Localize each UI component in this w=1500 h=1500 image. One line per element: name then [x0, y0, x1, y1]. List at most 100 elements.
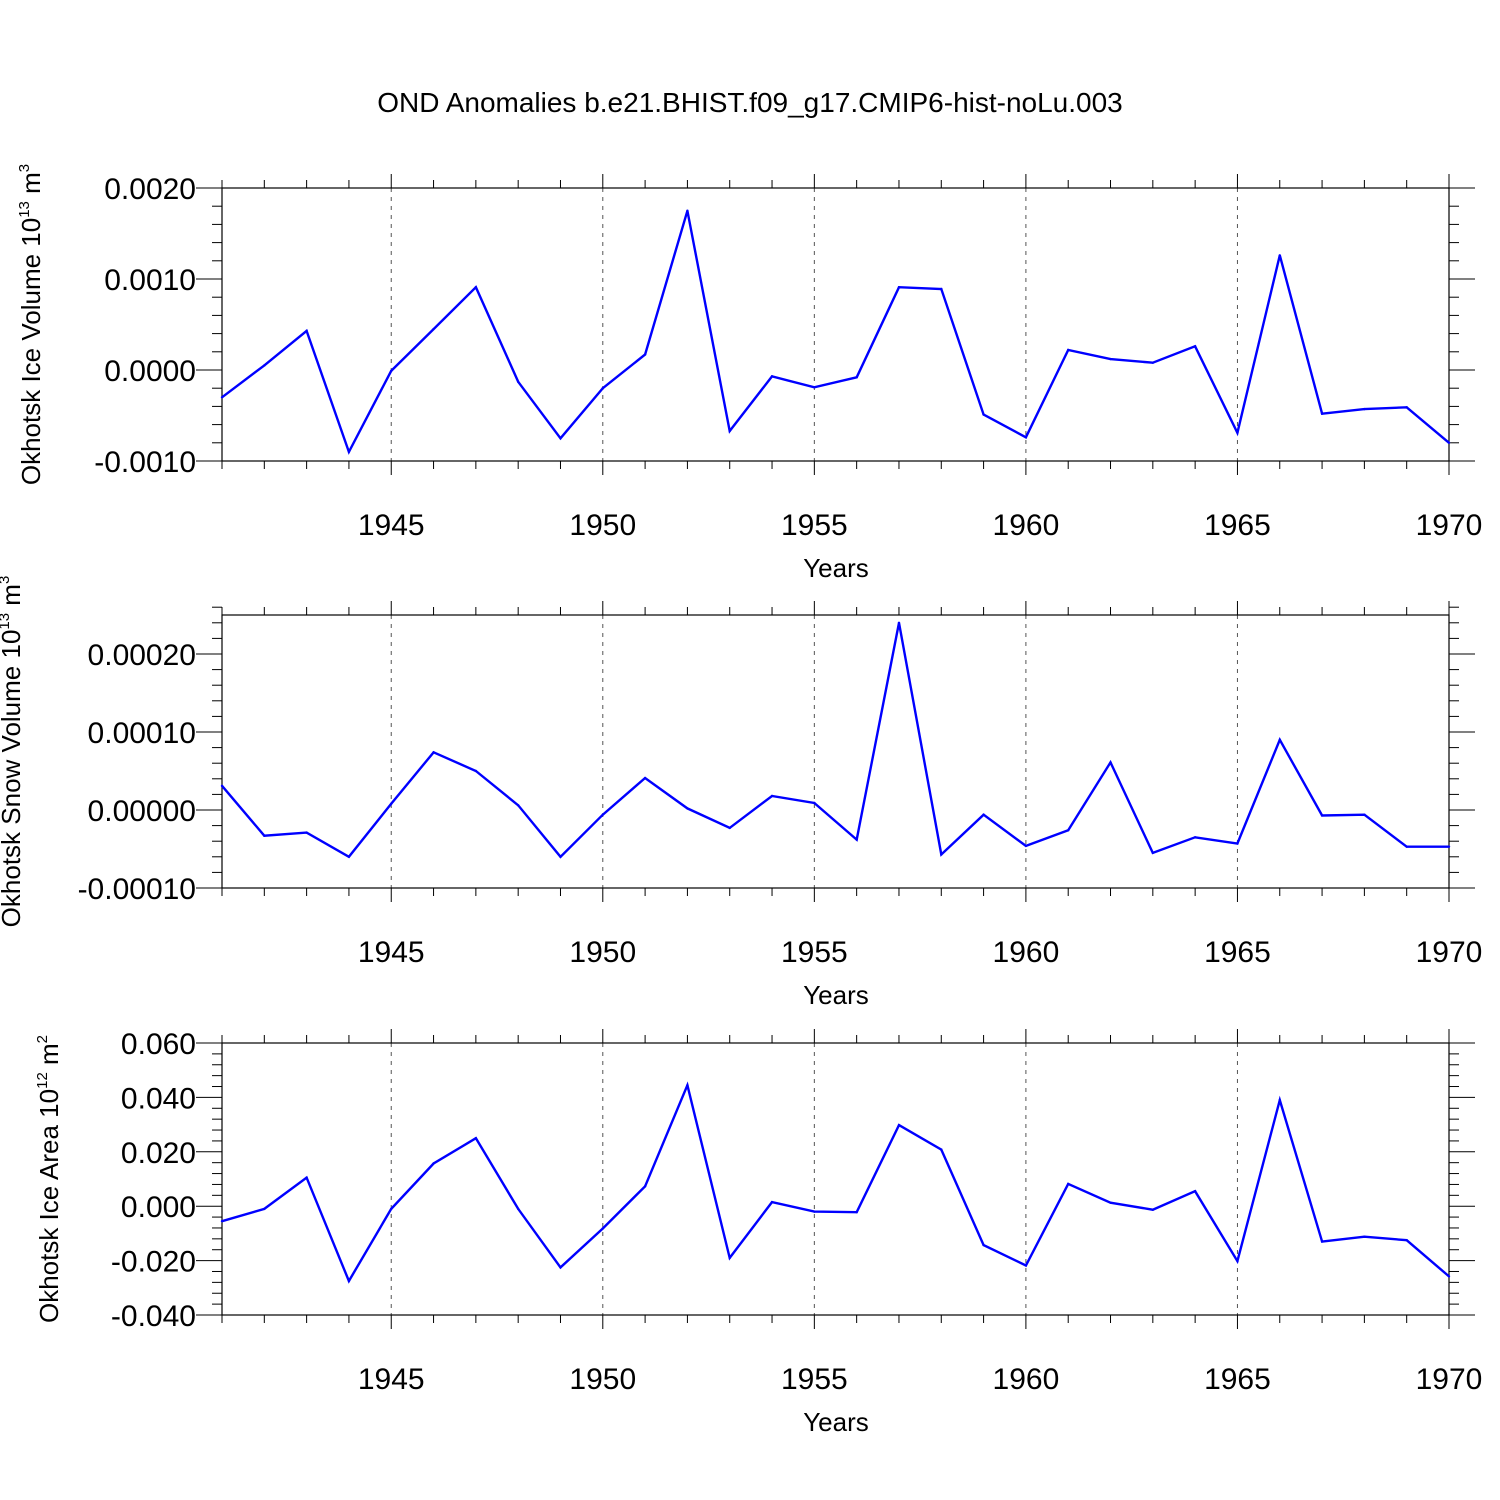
x-tick-label: 1960 [993, 936, 1060, 969]
data-point [1363, 407, 1366, 411]
y-tick-label: 0.000 [121, 1191, 196, 1224]
data-point [1067, 829, 1070, 832]
data-point [390, 369, 393, 373]
x-tick-label: 1960 [993, 1363, 1060, 1396]
data-point [220, 1219, 224, 1223]
y-axis-title: Okhotsk Ice Volume 1013 m3 [16, 164, 46, 485]
data-point [855, 376, 858, 379]
data-point [897, 621, 901, 624]
data-point [686, 1083, 689, 1087]
data-point [982, 1243, 985, 1247]
data-point [1109, 761, 1112, 764]
x-tick-label: 1955 [781, 509, 848, 542]
data-point [347, 855, 351, 858]
x-tick-label: 1960 [993, 509, 1060, 542]
y-axis-title: Okhotsk Ice Area 1012 m2 [34, 1035, 64, 1323]
x-tick-label: 1950 [569, 509, 636, 542]
data-point [474, 285, 478, 289]
x-tick-label: 1970 [1416, 936, 1483, 969]
data-point [728, 429, 731, 433]
data-point [601, 387, 604, 390]
y-axis-title-exponent: 12 [34, 1072, 51, 1089]
x-tick-label: 1955 [781, 936, 848, 969]
data-point [1236, 431, 1239, 434]
data-point [982, 813, 985, 816]
x-tick-label: 1950 [569, 936, 636, 969]
data-point [686, 209, 689, 212]
data-point [347, 1279, 351, 1283]
data-point [813, 1210, 816, 1213]
data-point [1193, 1190, 1197, 1193]
data-point [728, 826, 731, 830]
y-axis-title-main: Okhotsk Ice Volume 10 [16, 218, 46, 485]
data-point [263, 364, 266, 367]
x-tick-label: 1970 [1416, 1363, 1483, 1396]
x-tick-label: 1965 [1204, 509, 1271, 542]
y-tick-label: 0.00020 [88, 639, 196, 672]
x-tick-label: 1965 [1204, 1363, 1271, 1396]
x-axis-title: Years [803, 980, 869, 1010]
y-tick-label: -0.040 [111, 1300, 196, 1333]
data-point [1151, 1208, 1155, 1211]
data-point [1447, 441, 1451, 444]
y-axis-title-unit: m [0, 584, 26, 613]
data-point [263, 1207, 266, 1211]
series-line [221, 210, 1450, 455]
y-axis-title: Okhotsk Snow Volume 1013 m3 [0, 576, 26, 928]
data-point [220, 396, 224, 399]
y-axis-title-unit-exponent: 3 [0, 576, 13, 584]
data-point [516, 1207, 520, 1211]
data-point [982, 413, 985, 416]
data-point [897, 1123, 901, 1127]
y-axis-title-main: Okhotsk Snow Volume 10 [0, 630, 26, 928]
data-point [770, 375, 774, 378]
data-point [1278, 1098, 1281, 1102]
data-point [1363, 813, 1366, 816]
y-tick-label: 0.0000 [104, 355, 196, 388]
data-point [305, 329, 308, 333]
x-tick-label: 1945 [358, 936, 425, 969]
y-tick-label: 0.040 [121, 1082, 196, 1115]
data-point [390, 1207, 393, 1211]
data-point [770, 794, 774, 798]
data-point [1109, 1201, 1112, 1204]
data-point [390, 802, 393, 805]
data-point [516, 380, 520, 384]
data-point [1109, 357, 1112, 361]
series-line [221, 622, 1449, 859]
data-point [1151, 851, 1155, 855]
y-tick-label: 0.060 [121, 1028, 196, 1061]
y-axis-title-unit: m [16, 172, 46, 201]
data-point [347, 450, 351, 454]
data-point [1024, 1264, 1028, 1267]
x-tick-label: 1955 [781, 1363, 848, 1396]
x-tick-label: 1945 [358, 1363, 425, 1396]
y-axis-title-unit-exponent: 2 [34, 1035, 51, 1043]
data-point [813, 386, 816, 389]
y-tick-label: -0.0010 [94, 446, 196, 479]
data-point [1193, 836, 1197, 839]
data-point [1447, 845, 1451, 848]
data-point [1236, 842, 1239, 845]
data-point [1193, 345, 1197, 348]
data-point [1405, 1239, 1408, 1242]
x-tick-label: 1945 [358, 509, 425, 542]
data-point [305, 831, 308, 834]
y-tick-label: 0.020 [121, 1137, 196, 1170]
y-axis-title-unit: m [34, 1043, 64, 1072]
data-point [263, 834, 266, 837]
data-point [1405, 845, 1408, 848]
x-axis-title: Years [803, 1407, 869, 1437]
data-point [516, 804, 520, 807]
data-point [1320, 814, 1324, 817]
data-point [1320, 1240, 1324, 1243]
data-point [474, 769, 478, 773]
data-point [1363, 1235, 1366, 1238]
data-point [1024, 436, 1028, 439]
y-axis-title-unit-exponent: 3 [16, 164, 33, 172]
data-point [643, 1185, 647, 1188]
data-point [601, 1227, 604, 1230]
data-point [432, 1162, 435, 1165]
data-point [1236, 1259, 1239, 1263]
